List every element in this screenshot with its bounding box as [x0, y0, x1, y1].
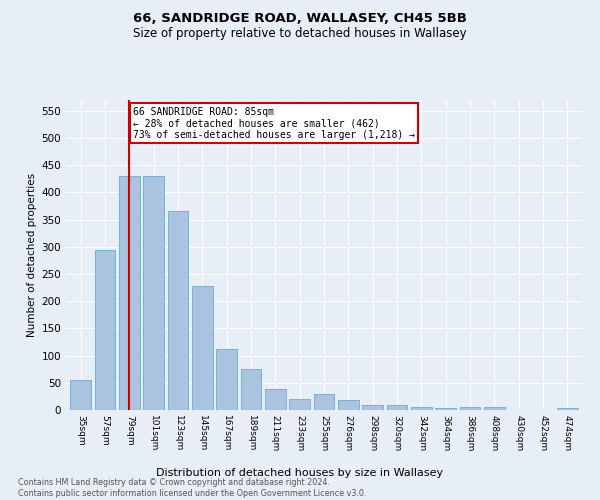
Bar [362, 404, 383, 410]
Bar [411, 408, 432, 410]
Y-axis label: Number of detached properties: Number of detached properties [27, 173, 37, 337]
Text: 66 SANDRIDGE ROAD: 85sqm
← 28% of detached houses are smaller (462)
73% of semi-: 66 SANDRIDGE ROAD: 85sqm ← 28% of detach… [133, 106, 415, 140]
Bar [289, 398, 310, 410]
Bar [436, 408, 456, 410]
Bar [484, 408, 505, 410]
Bar [241, 369, 262, 410]
Bar [95, 250, 115, 410]
Text: Distribution of detached houses by size in Wallasey: Distribution of detached houses by size … [157, 468, 443, 477]
Bar [167, 212, 188, 410]
Bar [386, 404, 407, 410]
Text: 66, SANDRIDGE ROAD, WALLASEY, CH45 5BB: 66, SANDRIDGE ROAD, WALLASEY, CH45 5BB [133, 12, 467, 26]
Bar [557, 408, 578, 410]
Bar [265, 390, 286, 410]
Bar [338, 400, 359, 410]
Bar [192, 286, 212, 410]
Text: Contains HM Land Registry data © Crown copyright and database right 2024.
Contai: Contains HM Land Registry data © Crown c… [18, 478, 367, 498]
Bar [314, 394, 334, 410]
Bar [216, 348, 237, 410]
Bar [70, 380, 91, 410]
Bar [460, 408, 481, 410]
Bar [119, 176, 140, 410]
Bar [143, 176, 164, 410]
Text: Size of property relative to detached houses in Wallasey: Size of property relative to detached ho… [133, 28, 467, 40]
